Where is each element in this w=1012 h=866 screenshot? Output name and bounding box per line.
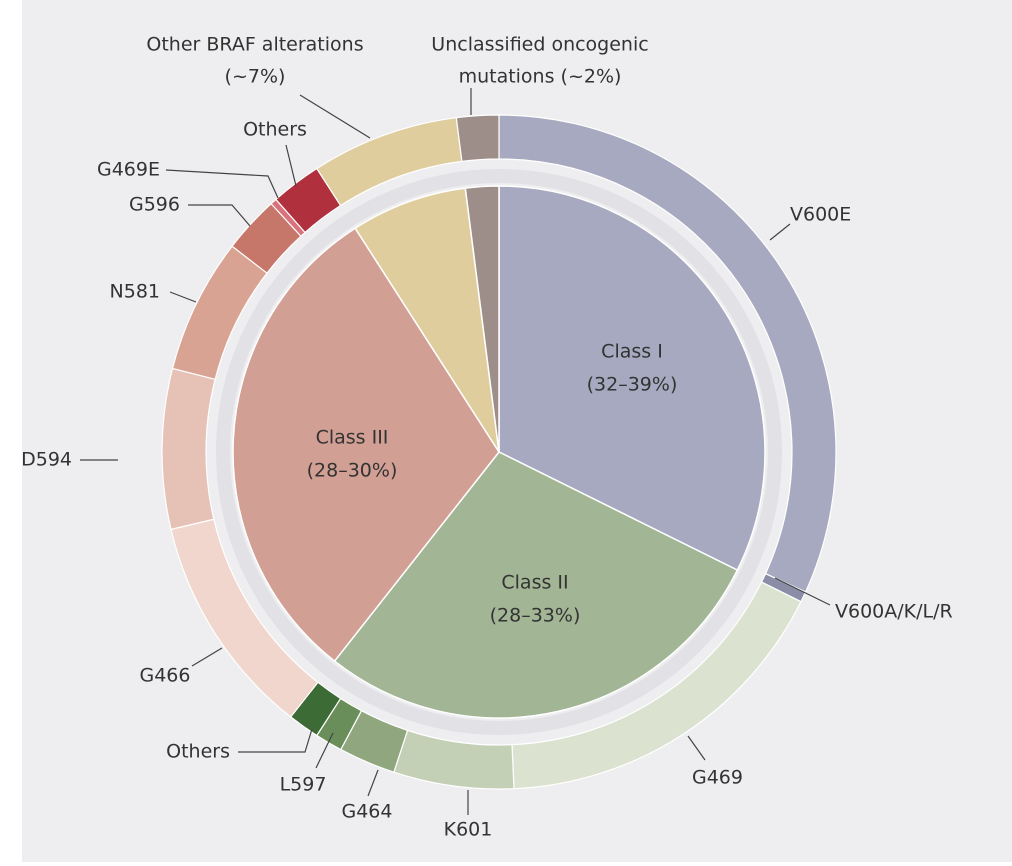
slice [232, 227, 500, 663]
slice-label: Others [243, 119, 307, 141]
slice-label: G469 [692, 767, 743, 789]
leader-line [315, 732, 334, 769]
leader-line [687, 735, 706, 761]
leader-line [191, 647, 223, 667]
slice-value-label: (32–39%) [587, 374, 678, 396]
slice-label: D594 [21, 449, 72, 471]
slice-label: Class II [501, 572, 568, 594]
slice-label: L597 [280, 774, 327, 796]
leader-line [769, 223, 791, 241]
slice-label: Other BRAF alterations [146, 34, 363, 56]
slice-label: G466 [140, 665, 191, 687]
slice-label: G596 [129, 194, 180, 216]
slice [455, 114, 500, 163]
leader-line [285, 144, 297, 187]
slice-label: G469E [97, 159, 160, 181]
slice-value-label: (28–30%) [307, 460, 398, 482]
separator-ring [216, 169, 782, 735]
slice [354, 187, 500, 453]
leader-line [367, 769, 379, 797]
leader-line [774, 577, 831, 606]
slice-label: Unclassified oncogenic [431, 34, 648, 56]
leader-line [238, 728, 313, 753]
slice-label: Others [166, 741, 230, 763]
slice [333, 451, 739, 719]
leader-line [188, 204, 251, 227]
slice-label: Class III [316, 427, 389, 449]
leader-line [169, 291, 197, 303]
slice-label: V600E [790, 204, 851, 226]
slice [464, 185, 500, 453]
leader-line [299, 94, 371, 139]
slice-label: G464 [342, 801, 393, 823]
slice-label: (~7%) [225, 66, 286, 88]
slice-label: mutations (~2%) [459, 66, 622, 88]
slice-value-label: (28–33%) [490, 605, 581, 627]
slice-label: Class I [601, 341, 663, 363]
slice-label: V600A/K/L/R [835, 601, 953, 623]
slice [498, 185, 766, 572]
slice-label: N581 [110, 281, 160, 303]
leader-line [165, 169, 279, 199]
slice-label: K601 [444, 819, 493, 841]
